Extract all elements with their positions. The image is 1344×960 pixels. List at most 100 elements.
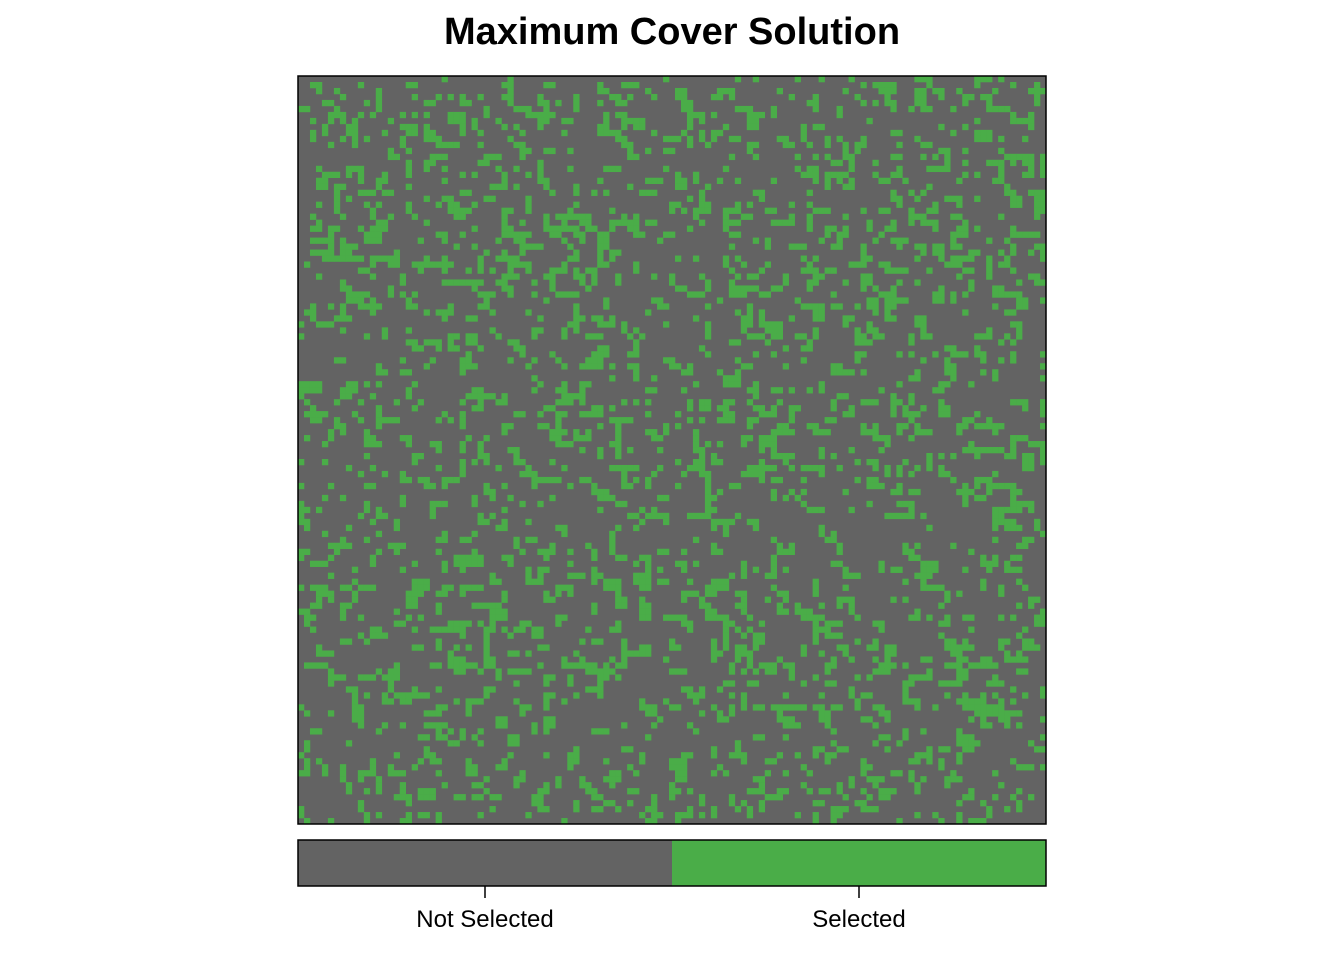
selected-cell	[866, 321, 873, 328]
selected-cell	[669, 357, 676, 364]
selected-cell	[860, 339, 867, 346]
selected-cell	[914, 554, 921, 561]
selected-cell	[1028, 536, 1035, 544]
selected-cell	[956, 812, 963, 819]
selected-cell	[507, 752, 514, 759]
selected-cell	[914, 87, 921, 95]
selected-cell	[327, 117, 335, 125]
selected-cell	[950, 680, 957, 687]
selected-cell	[1004, 237, 1011, 244]
selected-cell	[710, 650, 718, 657]
selected-cell	[860, 351, 867, 358]
selected-cell	[674, 201, 682, 208]
selected-cell	[591, 566, 598, 573]
selected-cell	[818, 710, 825, 717]
selected-cell	[429, 135, 436, 143]
selected-cell	[680, 770, 688, 777]
selected-cell	[507, 225, 514, 232]
selected-cell	[465, 584, 472, 591]
selected-cell	[573, 650, 580, 657]
selected-cell	[561, 530, 568, 538]
selected-cell	[710, 608, 718, 615]
selected-cell	[740, 321, 748, 328]
selected-cell	[962, 423, 969, 430]
selected-cell	[387, 668, 395, 675]
selected-cell	[303, 506, 311, 514]
selected-cell	[651, 273, 658, 280]
selected-cell	[561, 267, 568, 274]
selected-cell	[669, 273, 676, 280]
selected-cell	[525, 464, 532, 472]
selected-cell	[824, 758, 831, 765]
selected-cell	[597, 668, 604, 675]
selected-cell	[962, 488, 969, 496]
selected-cell	[848, 369, 855, 376]
selected-cell	[776, 542, 783, 550]
selected-cell	[968, 255, 975, 262]
selected-cell	[435, 644, 442, 651]
selected-cell	[956, 662, 963, 669]
selected-cell	[788, 93, 795, 101]
selected-cell	[507, 93, 514, 101]
selected-cell	[381, 219, 389, 226]
selected-cell	[579, 381, 586, 388]
selected-cell	[998, 710, 1005, 717]
selected-cell	[860, 243, 867, 250]
selected-cell	[1010, 159, 1017, 167]
selected-cell	[878, 668, 885, 675]
selected-cell	[525, 650, 532, 657]
selected-cell	[405, 614, 412, 621]
selected-cell	[519, 219, 526, 226]
selected-cell	[740, 470, 748, 478]
selected-cell	[567, 584, 574, 591]
selected-cell	[914, 243, 921, 250]
selected-cell	[968, 794, 975, 801]
selected-cell	[417, 590, 424, 597]
selected-cell	[986, 333, 993, 340]
selected-cell	[429, 357, 436, 364]
selected-cell	[549, 476, 556, 484]
selected-cell	[417, 452, 424, 460]
selected-cell	[812, 333, 819, 340]
selected-cell	[1004, 291, 1011, 298]
selected-cell	[986, 812, 993, 819]
selected-cell	[561, 363, 568, 370]
selected-cell	[878, 87, 885, 95]
selected-cell	[818, 237, 825, 244]
selected-cell	[525, 267, 532, 274]
selected-cell	[866, 500, 873, 508]
selected-cell	[423, 746, 430, 753]
selected-cell	[728, 417, 736, 424]
selected-cell	[806, 788, 813, 795]
selected-cell	[363, 674, 371, 681]
selected-cell	[483, 393, 490, 400]
selected-cell	[686, 788, 694, 795]
selected-cell	[854, 333, 861, 340]
legend-label-selected: Selected	[812, 906, 905, 933]
selected-cell	[399, 770, 407, 777]
selected-cell	[327, 303, 335, 310]
selected-cell	[878, 207, 885, 214]
selected-cell	[597, 423, 604, 430]
selected-cell	[968, 249, 975, 256]
selected-cell	[333, 225, 341, 232]
selected-cell	[734, 375, 742, 382]
selected-cell	[704, 141, 712, 149]
selected-cell	[1022, 405, 1029, 412]
selected-cell	[375, 99, 383, 107]
selected-cell	[884, 668, 891, 675]
selected-cell	[669, 201, 676, 208]
selected-cell	[309, 303, 317, 310]
selected-cell	[615, 584, 622, 591]
selected-cell	[824, 788, 831, 795]
selected-cell	[962, 566, 969, 573]
selected-cell	[704, 488, 712, 496]
selected-cell	[986, 566, 993, 573]
selected-cell	[818, 800, 825, 807]
selected-cell	[633, 650, 640, 657]
selected-cell	[621, 321, 628, 328]
selected-cell	[914, 488, 921, 496]
selected-cell	[507, 267, 514, 274]
selected-cell	[956, 668, 963, 675]
selected-cell	[878, 291, 885, 298]
